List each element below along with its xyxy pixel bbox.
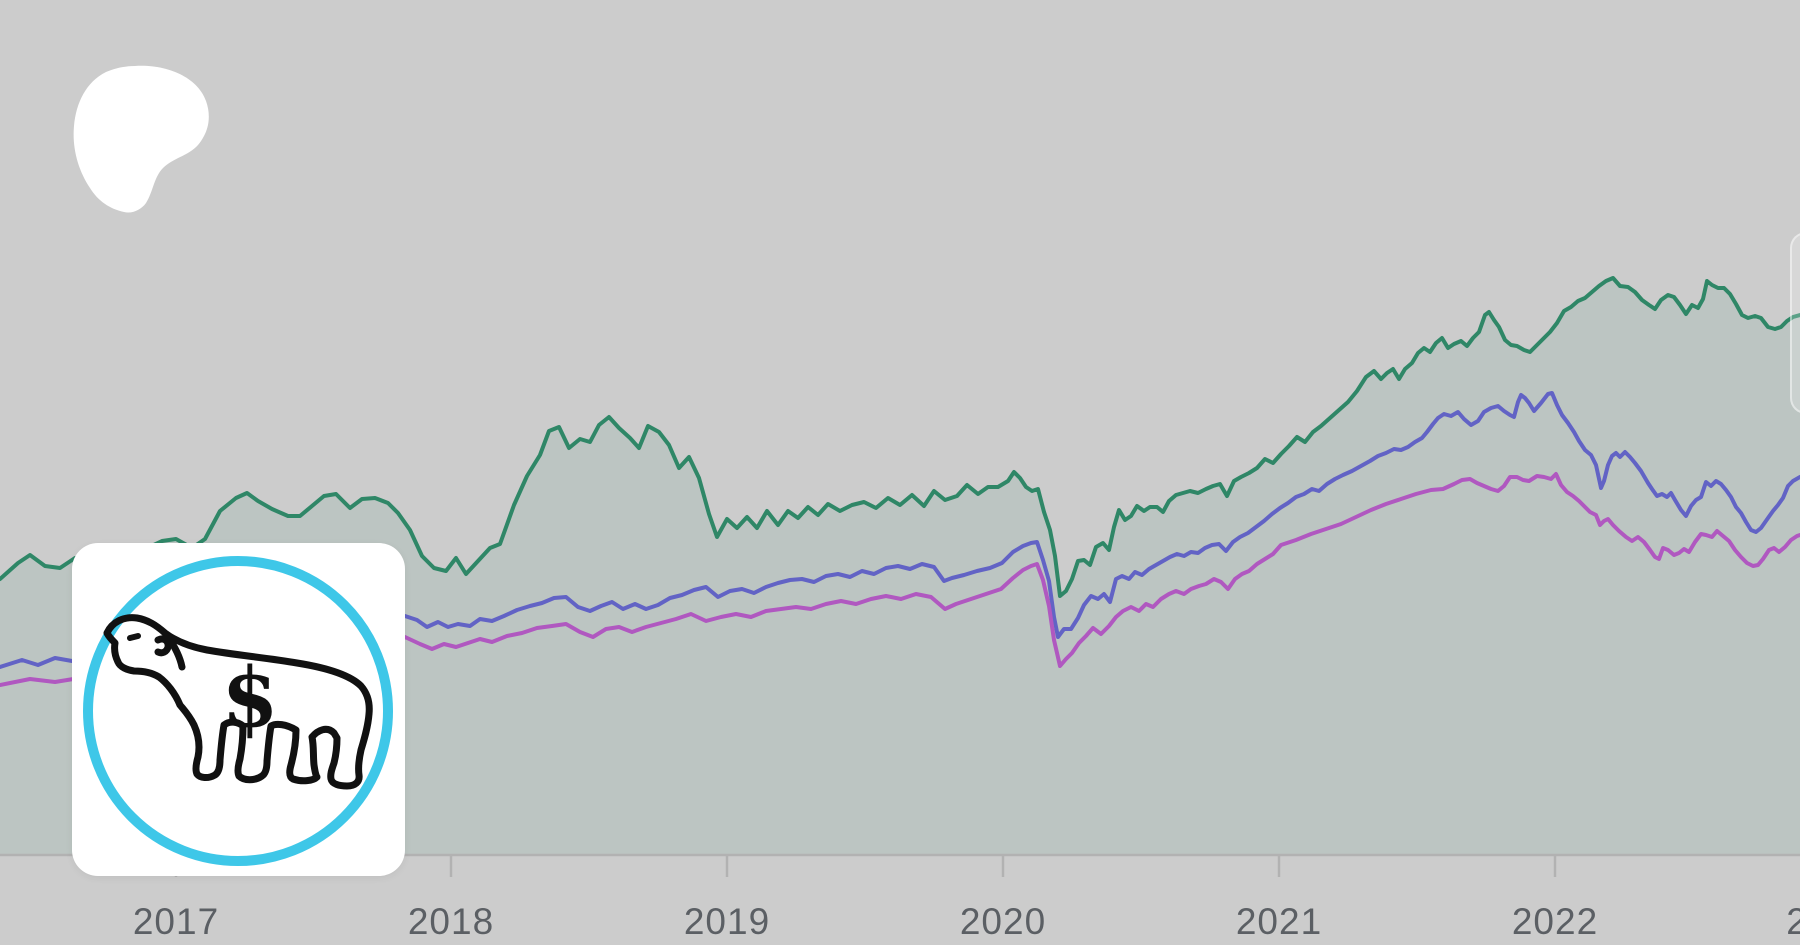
right-edge-card	[1790, 232, 1800, 414]
bear-ear	[154, 635, 172, 657]
polar-bear-dollar-icon: $	[83, 556, 393, 866]
bear-neck-line	[164, 633, 186, 671]
series-magenta-line	[0, 472, 1800, 687]
patreon-logo-icon	[73, 65, 209, 213]
series-blue-line	[0, 391, 1800, 669]
bear-eye	[127, 633, 141, 641]
series-green-line	[0, 276, 1800, 598]
channel-avatar[interactable]: $	[72, 543, 405, 876]
bear-outline	[103, 614, 373, 790]
dollar-sign: $	[221, 650, 278, 746]
